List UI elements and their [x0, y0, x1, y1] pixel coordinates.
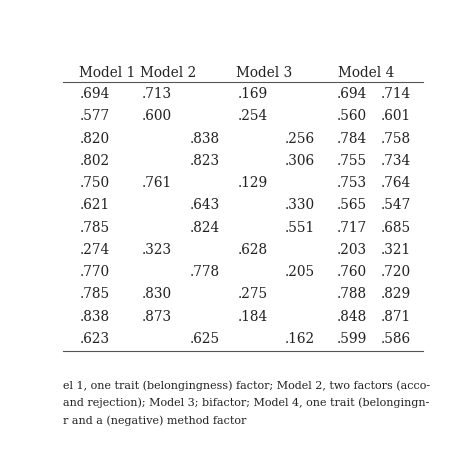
Text: .551: .551	[285, 221, 315, 235]
Text: .871: .871	[381, 310, 411, 324]
Text: .784: .784	[337, 132, 367, 146]
Text: .330: .330	[285, 199, 315, 212]
Text: .720: .720	[381, 265, 411, 279]
Text: .760: .760	[337, 265, 367, 279]
Text: .600: .600	[142, 109, 172, 123]
Text: .625: .625	[190, 332, 220, 346]
Text: .577: .577	[80, 109, 109, 123]
Text: .717: .717	[337, 221, 367, 235]
Text: .824: .824	[190, 221, 220, 235]
Text: .802: .802	[80, 154, 109, 168]
Text: .685: .685	[381, 221, 411, 235]
Text: .830: .830	[142, 288, 172, 301]
Text: .599: .599	[337, 332, 367, 346]
Text: .873: .873	[142, 310, 172, 324]
Text: .764: .764	[381, 176, 411, 190]
Text: .761: .761	[142, 176, 172, 190]
Text: Model 2: Model 2	[140, 66, 196, 80]
Text: .601: .601	[381, 109, 411, 123]
Text: .162: .162	[285, 332, 315, 346]
Text: .838: .838	[190, 132, 220, 146]
Text: .750: .750	[80, 176, 109, 190]
Text: .323: .323	[142, 243, 172, 257]
Text: .628: .628	[237, 243, 267, 257]
Text: .129: .129	[237, 176, 268, 190]
Text: .275: .275	[237, 288, 267, 301]
Text: .586: .586	[381, 332, 411, 346]
Text: .734: .734	[381, 154, 411, 168]
Text: .643: .643	[190, 199, 220, 212]
Text: .713: .713	[142, 87, 172, 101]
Text: Model 1: Model 1	[80, 66, 136, 80]
Text: .785: .785	[80, 221, 109, 235]
Text: .169: .169	[237, 87, 268, 101]
Text: .184: .184	[237, 310, 268, 324]
Text: .788: .788	[337, 288, 367, 301]
Text: .274: .274	[80, 243, 109, 257]
Text: .838: .838	[80, 310, 109, 324]
Text: .205: .205	[285, 265, 315, 279]
Text: Model 4: Model 4	[338, 66, 395, 80]
Text: .820: .820	[80, 132, 109, 146]
Text: .560: .560	[337, 109, 367, 123]
Text: .714: .714	[381, 87, 411, 101]
Text: .778: .778	[190, 265, 220, 279]
Text: .623: .623	[80, 332, 109, 346]
Text: .755: .755	[337, 154, 367, 168]
Text: .621: .621	[80, 199, 109, 212]
Text: .321: .321	[381, 243, 411, 257]
Text: .547: .547	[381, 199, 411, 212]
Text: .256: .256	[285, 132, 315, 146]
Text: .848: .848	[337, 310, 367, 324]
Text: .694: .694	[337, 87, 367, 101]
Text: .306: .306	[285, 154, 315, 168]
Text: .203: .203	[337, 243, 367, 257]
Text: .785: .785	[80, 288, 109, 301]
Text: .753: .753	[337, 176, 367, 190]
Text: .694: .694	[80, 87, 110, 101]
Text: .565: .565	[337, 199, 367, 212]
Text: .758: .758	[381, 132, 411, 146]
Text: .770: .770	[80, 265, 109, 279]
Text: .254: .254	[237, 109, 268, 123]
Text: and rejection); Model 3; bifactor; Model 4, one trait (belongingn-: and rejection); Model 3; bifactor; Model…	[63, 398, 429, 408]
Text: r and a (negative) method factor: r and a (negative) method factor	[63, 415, 246, 426]
Text: .823: .823	[190, 154, 220, 168]
Text: el 1, one trait (belongingness) factor; Model 2, two factors (acco-: el 1, one trait (belongingness) factor; …	[63, 380, 430, 391]
Text: Model 3: Model 3	[236, 66, 292, 80]
Text: .829: .829	[381, 288, 411, 301]
